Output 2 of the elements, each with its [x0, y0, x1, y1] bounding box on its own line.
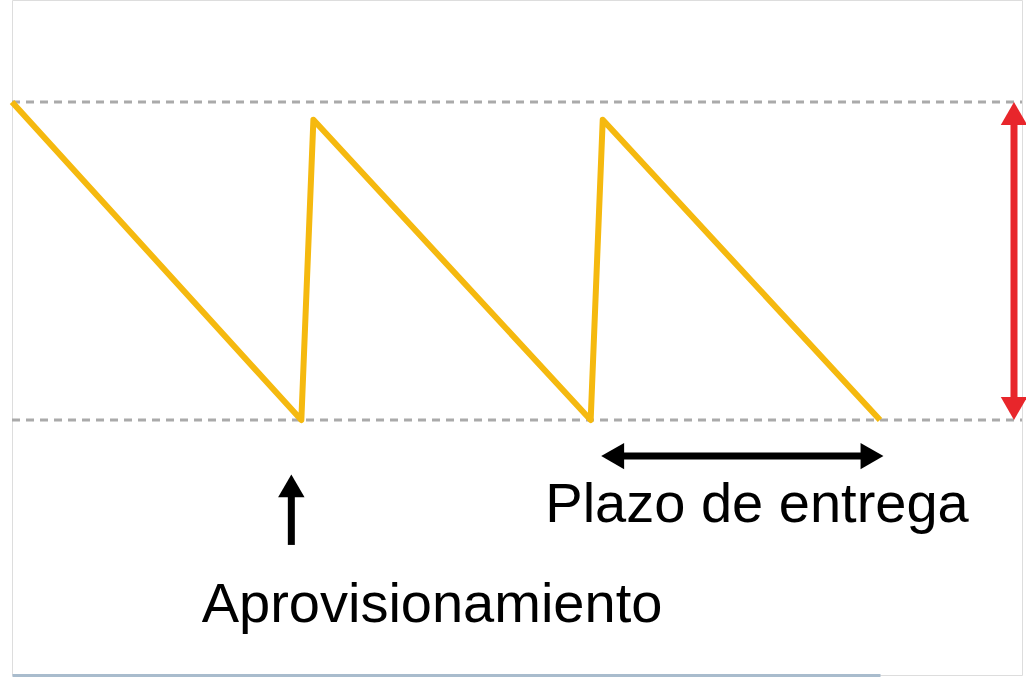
annotation: Aprovisionamiento — [201, 571, 663, 634]
annotation: Plazo de entrega — [545, 471, 970, 534]
